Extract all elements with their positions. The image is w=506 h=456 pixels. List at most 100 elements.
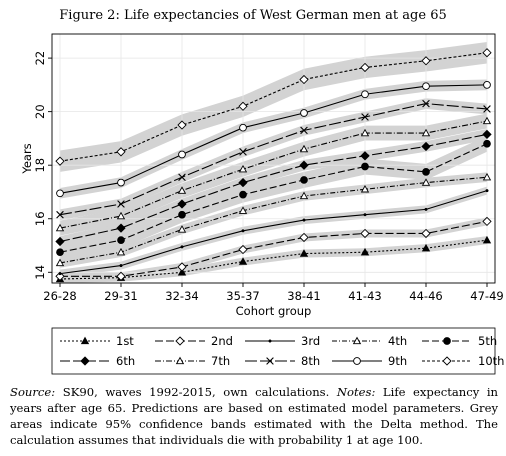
legend-item-3rd: 3rd — [245, 334, 320, 348]
point-8th-35-37 — [239, 148, 247, 156]
point-5th-44-46 — [422, 168, 430, 176]
xtick-label-38-41: 38-41 — [287, 289, 320, 303]
band-4th — [60, 172, 487, 268]
line-3rd — [59, 190, 488, 275]
band-9th — [60, 79, 487, 199]
point-9th-47-49 — [483, 81, 491, 89]
point-2nd-44-46 — [421, 228, 431, 239]
point-4th-41-43 — [360, 184, 370, 193]
point-10th-35-37 — [238, 101, 248, 111]
xtick-label-41-43: 41-43 — [348, 289, 381, 303]
legend-label-3rd: 3rd — [301, 334, 320, 348]
line-7th — [59, 120, 488, 229]
point-5th-35-37 — [239, 190, 247, 199]
line-5th — [59, 143, 488, 253]
series-6th — [55, 129, 492, 247]
line-8th — [59, 103, 488, 216]
legend-item-2nd: 2nd — [155, 334, 233, 348]
xtick-label-35-37: 35-37 — [226, 289, 259, 303]
legend-item-10th: 10th — [422, 354, 504, 368]
point-7th-32-34 — [177, 186, 187, 194]
band-8th — [60, 98, 487, 221]
legend-label-10th: 10th — [478, 354, 504, 368]
point-2nd-41-43 — [360, 228, 370, 239]
legend-label-9th: 9th — [388, 354, 407, 368]
point-1st-32-34 — [177, 267, 187, 276]
caption-source-label: Source: — [10, 385, 56, 399]
legend: 1st 2nd 3rd 4th 5th 6th 7th 8th 9th 10th — [51, 327, 504, 375]
legend-item-9th: 9th — [332, 354, 407, 368]
ytick-label-22: 22 — [33, 51, 47, 66]
point-3rd-35-37 — [241, 229, 245, 233]
point-10th-41-43 — [360, 62, 370, 73]
legend-label-8th: 8th — [301, 354, 320, 368]
legend-marker-2nd — [175, 336, 185, 346]
point-10th-47-49 — [482, 48, 492, 58]
point-8th-32-34 — [178, 173, 186, 182]
xtick-label-29-31: 29-31 — [104, 289, 137, 303]
point-8th-26-28 — [56, 210, 64, 219]
point-4th-38-41 — [299, 191, 309, 200]
legend-item-1st: 1st — [60, 334, 134, 348]
series-lines — [55, 48, 492, 283]
point-3rd-44-46 — [424, 207, 428, 211]
xtick-label-47-49: 47-49 — [470, 289, 503, 303]
point-8th-38-41 — [300, 126, 308, 135]
point-6th-47-49 — [482, 129, 492, 140]
point-7th-26-28 — [55, 223, 65, 232]
xtick-label-26-28: 26-28 — [43, 289, 76, 303]
point-2nd-32-34 — [177, 262, 187, 272]
line-10th — [59, 52, 488, 162]
legend-marker-3rd — [268, 339, 272, 343]
legend-marker-10th — [442, 356, 452, 366]
point-3rd-41-43 — [363, 213, 367, 217]
point-9th-44-46 — [422, 82, 430, 91]
point-5th-29-31 — [117, 236, 125, 245]
point-1st-38-41 — [299, 249, 309, 257]
legend-label-2nd: 2nd — [211, 334, 233, 348]
point-8th-41-43 — [361, 113, 369, 121]
series-8th — [56, 99, 491, 219]
band-3rd — [60, 186, 487, 278]
xtick-label-44-46: 44-46 — [409, 289, 442, 303]
point-3rd-47-49 — [485, 189, 489, 193]
point-5th-47-49 — [483, 139, 491, 148]
point-2nd-29-31 — [116, 271, 126, 281]
line-4th — [59, 176, 488, 264]
band-6th — [60, 129, 487, 247]
point-4th-47-49 — [482, 172, 492, 181]
point-9th-29-31 — [117, 178, 125, 187]
point-4th-32-34 — [177, 225, 187, 233]
point-10th-38-41 — [299, 74, 309, 85]
legend-box — [51, 327, 496, 375]
legend-marker-6th — [80, 356, 90, 366]
point-1st-44-46 — [421, 243, 431, 252]
line-1st — [59, 239, 488, 280]
point-7th-41-43 — [360, 128, 370, 137]
point-6th-44-46 — [421, 141, 431, 152]
point-4th-29-31 — [116, 247, 126, 256]
band-5th — [60, 135, 487, 261]
plot-frame — [51, 33, 496, 284]
point-2nd-35-37 — [238, 244, 248, 255]
y-axis-label: Years — [20, 143, 34, 174]
point-6th-32-34 — [177, 199, 187, 209]
legend-label-1st: 1st — [116, 334, 134, 348]
point-2nd-26-28 — [55, 271, 65, 281]
legend-label-5th: 5th — [478, 334, 497, 348]
point-6th-29-31 — [116, 223, 126, 233]
point-9th-26-28 — [56, 189, 64, 198]
legend-label-4th: 4th — [388, 334, 407, 348]
legend-marker-4th — [352, 336, 362, 345]
point-10th-44-46 — [421, 56, 431, 66]
point-5th-41-43 — [361, 162, 369, 171]
legend-label-7th: 7th — [211, 354, 230, 368]
ytick-label-16: 16 — [33, 211, 47, 226]
series-3rd — [58, 189, 489, 276]
series-10th — [55, 48, 492, 166]
point-1st-47-49 — [482, 235, 492, 244]
legend-item-8th: 8th — [245, 354, 320, 368]
line-6th — [59, 133, 488, 243]
point-8th-44-46 — [422, 99, 430, 108]
